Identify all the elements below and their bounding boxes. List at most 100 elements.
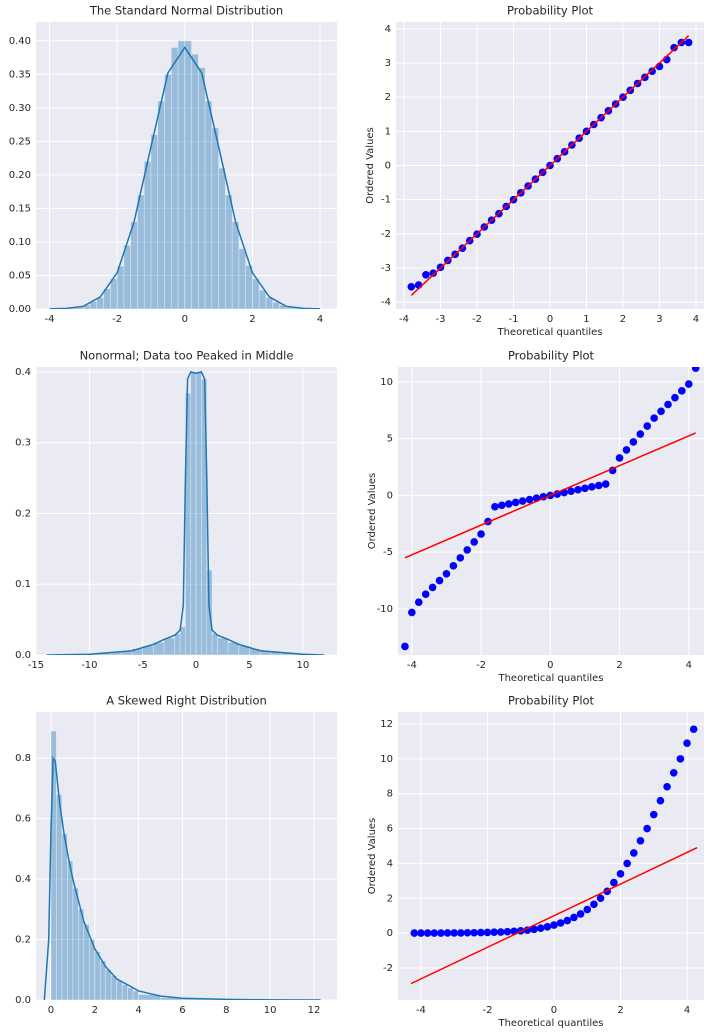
point — [422, 271, 430, 279]
point — [567, 487, 575, 495]
bar — [143, 161, 152, 309]
point — [594, 481, 603, 490]
bar — [127, 987, 134, 1000]
point — [657, 407, 665, 416]
y-tick-label: 10 — [380, 377, 393, 388]
x-tick-label: -15 — [28, 660, 44, 671]
bar — [110, 975, 117, 1000]
point — [543, 923, 552, 931]
y-tick-label: 3 — [385, 58, 391, 69]
point — [664, 400, 672, 409]
x-tick-label: 2 — [249, 314, 255, 325]
point — [428, 583, 437, 592]
marks — [407, 35, 693, 296]
x-tick-label: 0 — [547, 314, 553, 325]
y-tick-label: 10 — [380, 754, 393, 765]
point — [643, 824, 651, 833]
bar — [184, 40, 192, 309]
bar — [225, 194, 233, 309]
point — [684, 380, 693, 388]
point — [615, 454, 624, 462]
bar — [217, 637, 229, 655]
kde-line — [46, 371, 325, 655]
point — [449, 562, 458, 570]
x-tick-label: 3 — [656, 314, 662, 325]
x-tick-label: 0 — [193, 660, 199, 671]
point — [414, 598, 423, 606]
y-tick-label: 2 — [385, 92, 391, 103]
x-tick-label: -4 — [399, 314, 409, 325]
bar — [67, 860, 74, 1000]
plot-area — [36, 712, 337, 1000]
point — [491, 502, 499, 511]
point — [623, 859, 631, 868]
x-tick-label: 0 — [48, 1005, 54, 1016]
point — [421, 590, 430, 599]
y-tick-label: 0.25 — [9, 136, 31, 147]
bar — [179, 626, 186, 655]
y-tick-label: 0.8 — [15, 753, 31, 764]
point — [622, 446, 631, 454]
y-axis-label: Ordered Values — [365, 127, 376, 204]
point — [511, 498, 520, 507]
point — [504, 500, 513, 508]
y-tick-label: -4 — [381, 297, 391, 308]
point — [596, 894, 605, 903]
chart-title: Nonormal; Data too Peaked in Middle — [80, 349, 294, 363]
point — [450, 929, 459, 937]
x-tick-label: 4 — [135, 1005, 141, 1016]
point — [490, 928, 498, 937]
bar — [110, 278, 118, 309]
x-tick-label: 0 — [182, 314, 188, 325]
bar — [137, 194, 145, 309]
bar — [150, 134, 159, 309]
bar — [272, 301, 280, 309]
point — [683, 739, 691, 747]
y-tick-label: 0.05 — [9, 270, 31, 281]
point — [410, 929, 419, 937]
point — [691, 367, 700, 372]
y-tick-label: 6 — [387, 824, 393, 835]
y-tick-label: -10 — [377, 604, 393, 615]
point — [525, 495, 534, 504]
x-tick-label: -2 — [112, 314, 122, 325]
y-tick-label: 1 — [385, 126, 391, 137]
y-tick-label: 0 — [385, 161, 391, 172]
point — [518, 497, 527, 505]
y-tick-label: 0.3 — [15, 438, 31, 449]
kde-line — [49, 46, 321, 309]
x-tick-label: 5 — [246, 660, 252, 671]
point — [496, 928, 505, 936]
y-tick-label: 4 — [385, 24, 391, 35]
point — [676, 755, 685, 763]
point — [429, 269, 438, 277]
y-tick-label: -1 — [381, 195, 391, 206]
x-tick-label: 2 — [617, 1005, 623, 1016]
x-tick-label: 12 — [308, 1005, 321, 1016]
x-tick-label: 0 — [547, 660, 553, 671]
point — [656, 796, 665, 805]
point — [463, 928, 472, 937]
y-tick-label: 0.4 — [15, 874, 31, 885]
x-tick-label: -4 — [416, 1005, 426, 1016]
y-tick-label: -5 — [383, 547, 393, 558]
point — [636, 836, 645, 845]
bar — [56, 794, 63, 1000]
bar — [121, 984, 128, 1000]
x-tick-label: 2 — [620, 314, 626, 325]
x-tick-label: -2 — [482, 1005, 492, 1016]
bar — [105, 969, 112, 1000]
x-tick-label: -5 — [138, 660, 148, 671]
point — [483, 928, 492, 937]
point — [407, 282, 416, 291]
bar — [88, 939, 96, 1000]
point — [601, 480, 610, 488]
point — [457, 929, 465, 937]
point — [610, 878, 618, 887]
y-tick-label: 0.10 — [9, 237, 31, 248]
point — [636, 430, 645, 438]
x-tick-label: -2 — [476, 660, 486, 671]
bar — [177, 40, 186, 309]
bar — [138, 994, 161, 1000]
y-tick-label: 0 — [387, 928, 393, 939]
